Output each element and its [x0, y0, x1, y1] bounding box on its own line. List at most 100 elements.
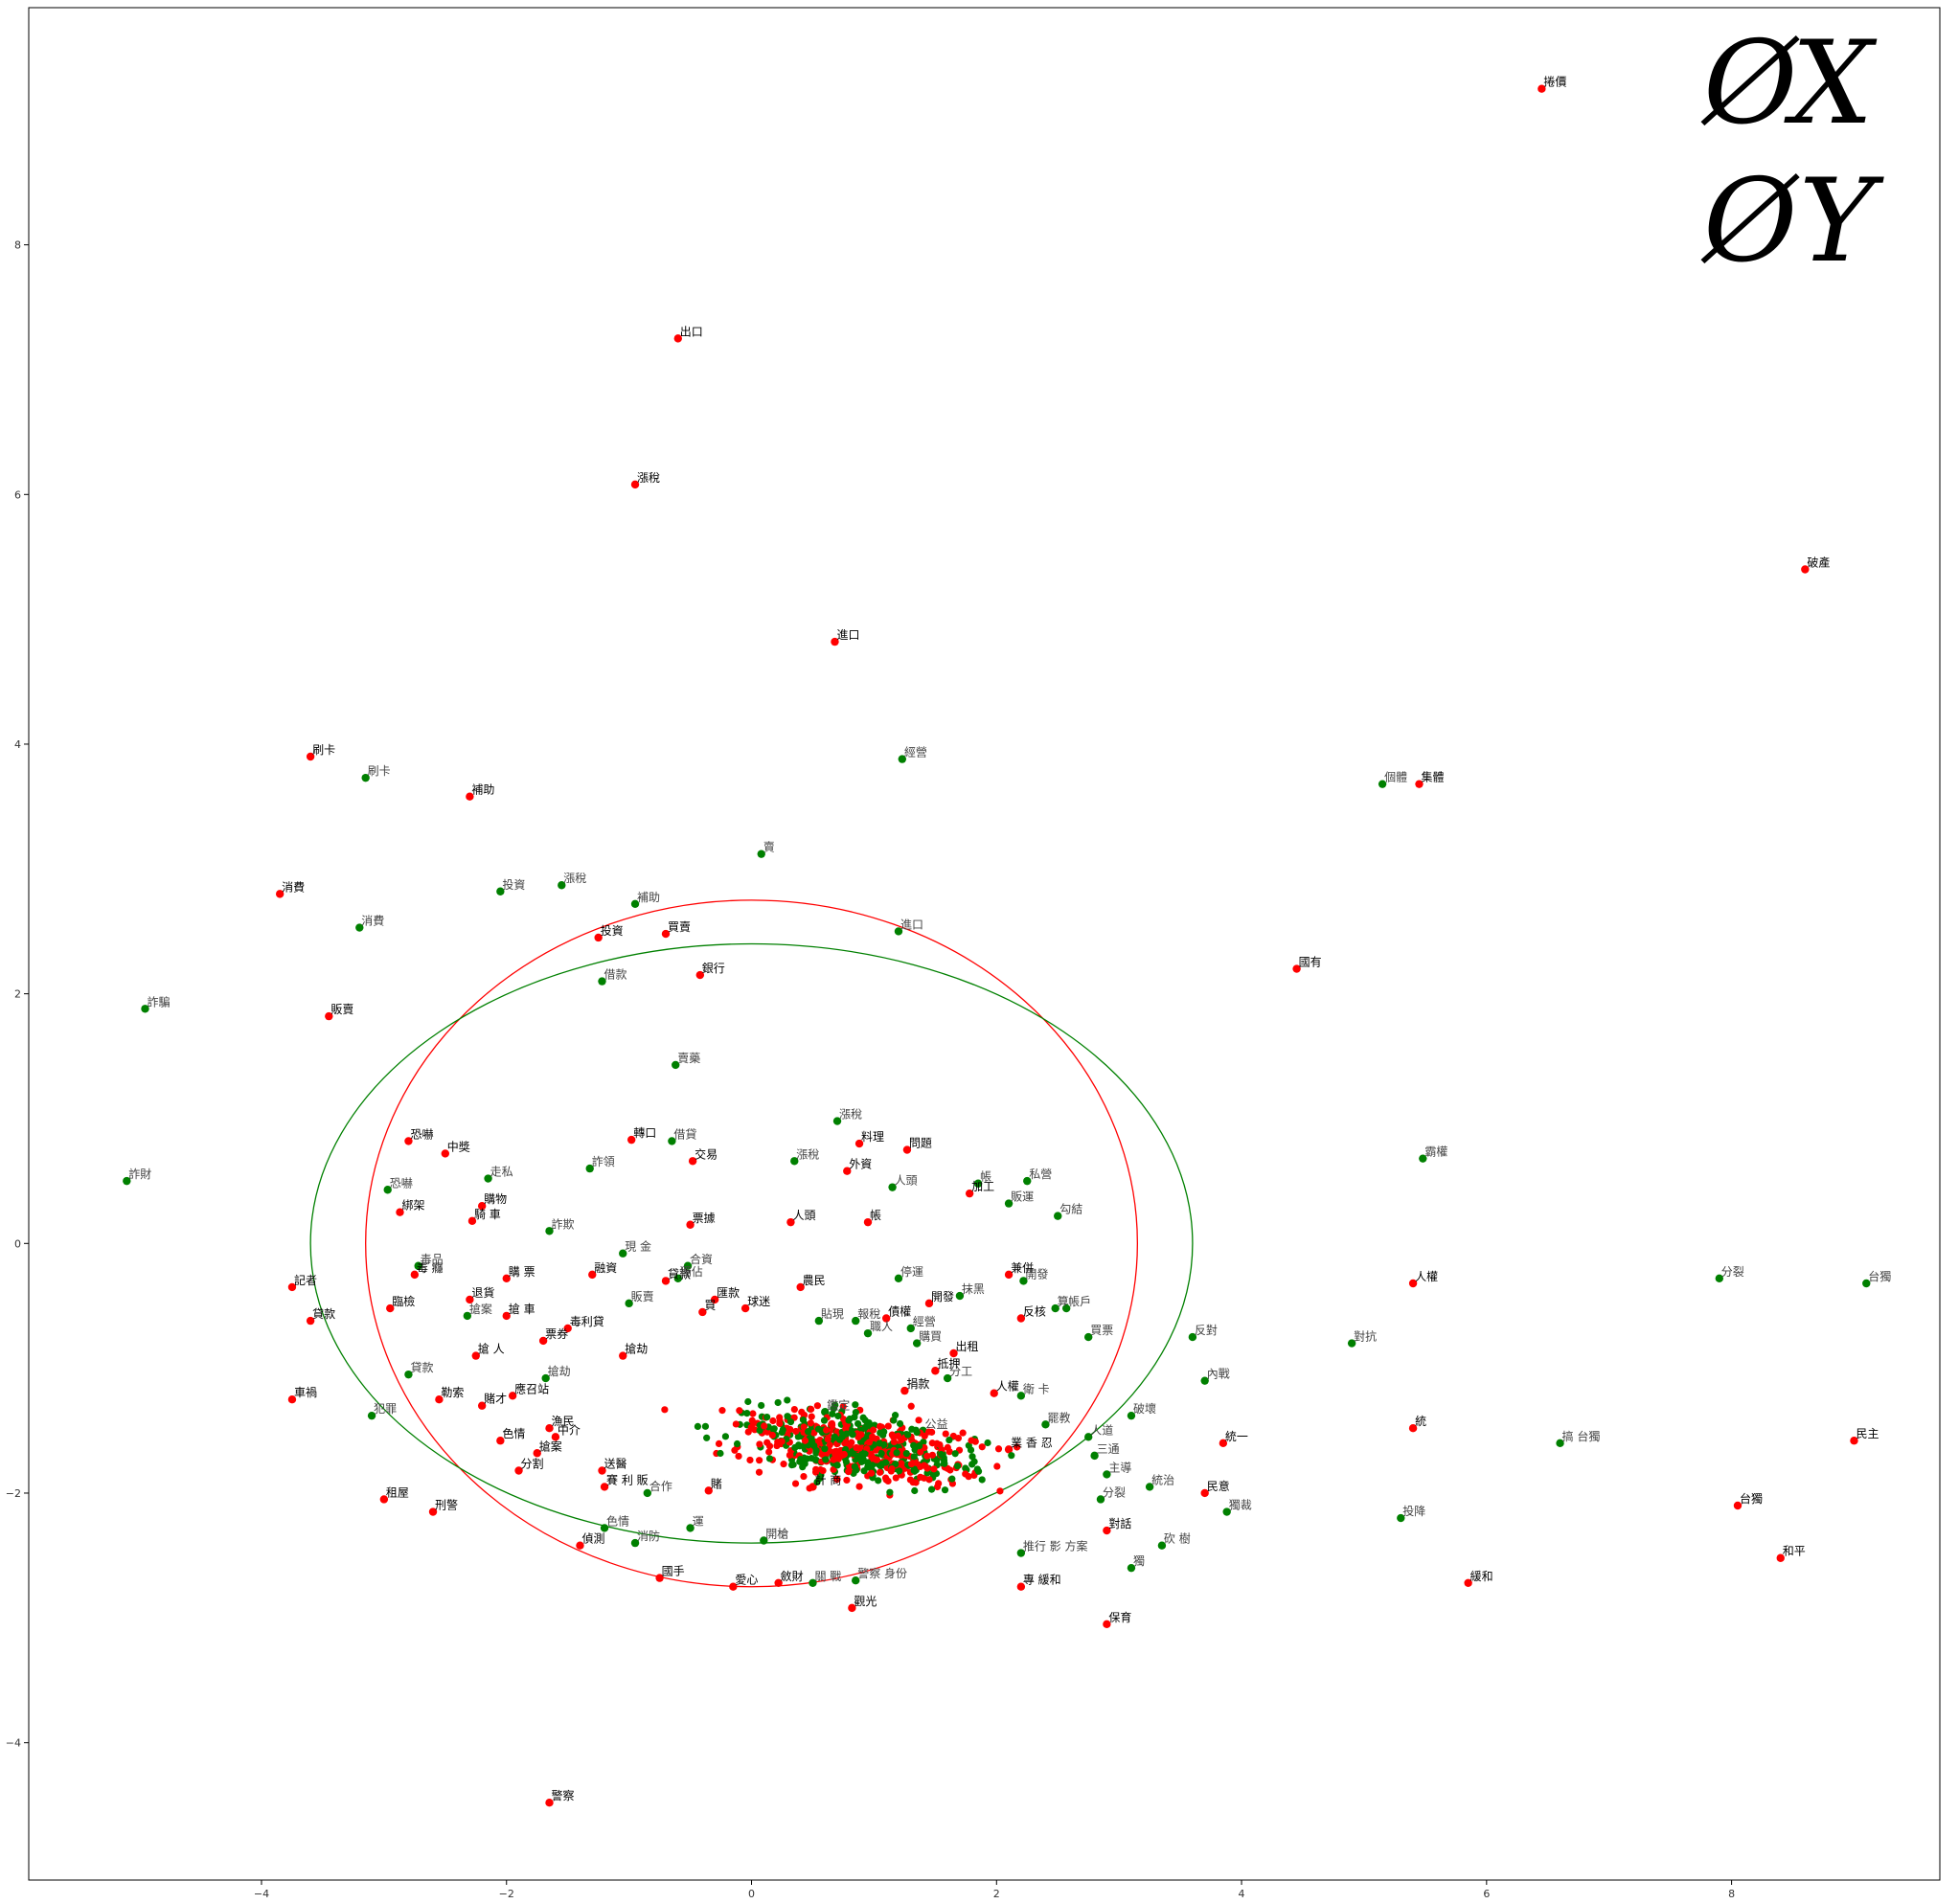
- axis-ticks: −4 −2 0 2 4 6 8 −4 −2 0 2 4 6 8: [6, 239, 1735, 1900]
- cloud-point: [886, 1488, 894, 1496]
- cloud-point: [951, 1450, 959, 1458]
- point-label: 對話: [1108, 1516, 1131, 1530]
- cloud-point: [910, 1453, 918, 1461]
- y-tick-label: 2: [14, 988, 21, 1001]
- data-point: [533, 1449, 541, 1458]
- data-point: [626, 1135, 636, 1145]
- data-point: [863, 1217, 873, 1227]
- data-point: [854, 1139, 864, 1148]
- cloud-point: [731, 1446, 739, 1454]
- point-label: 民意: [1207, 1479, 1230, 1493]
- cloud-point: [945, 1436, 953, 1444]
- data-point: [1054, 1212, 1062, 1220]
- point-label: 借款: [604, 968, 627, 982]
- data-point: [396, 1208, 404, 1216]
- point-label: 漁民: [552, 1415, 575, 1428]
- cloud-point: [945, 1448, 953, 1456]
- cloud-point: [747, 1423, 755, 1431]
- data-point: [630, 1538, 640, 1548]
- cloud-point: [832, 1475, 841, 1484]
- point-label: 毒利貸: [570, 1314, 604, 1328]
- data-point: [477, 1202, 487, 1211]
- point-label: 進口: [900, 918, 923, 931]
- cloud-point: [791, 1480, 800, 1487]
- data-point: [774, 1578, 783, 1588]
- data-point: [698, 1307, 707, 1317]
- x-tick-label: 4: [1239, 1888, 1245, 1900]
- point-label: 緩和: [1470, 1570, 1493, 1583]
- data-point: [1016, 1314, 1026, 1323]
- cloud-point: [881, 1459, 889, 1466]
- cloud-point: [907, 1402, 915, 1410]
- point-label: 投降: [1402, 1504, 1425, 1518]
- data-point: [894, 1274, 903, 1282]
- cloud-point: [890, 1438, 898, 1446]
- data-points: [123, 84, 1871, 1807]
- data-point: [435, 1395, 444, 1404]
- cloud-point: [800, 1423, 808, 1431]
- point-label: 關 戰: [814, 1570, 841, 1583]
- cloud-point: [784, 1413, 791, 1420]
- point-label: 進口: [836, 628, 859, 642]
- data-point: [688, 1157, 697, 1166]
- data-point: [902, 1145, 912, 1154]
- data-point: [1084, 1433, 1093, 1441]
- cloud-point: [721, 1433, 729, 1440]
- point-label: 鑑定: [827, 1397, 850, 1412]
- point-label: 合作: [649, 1479, 672, 1493]
- cloud-point: [867, 1469, 876, 1477]
- point-label: 統一: [1225, 1430, 1248, 1443]
- data-point: [441, 1149, 450, 1158]
- point-label: 對抗: [1354, 1329, 1377, 1344]
- data-point: [852, 1316, 860, 1326]
- data-point: [1378, 780, 1387, 788]
- cloud-point: [880, 1428, 888, 1436]
- data-point: [594, 933, 603, 942]
- data-point: [306, 1316, 315, 1326]
- point-label: 公益: [925, 1417, 948, 1431]
- cloud-point: [833, 1462, 841, 1469]
- data-point: [576, 1541, 584, 1550]
- point-label: 帳: [980, 1170, 991, 1184]
- point-label: 購買: [919, 1330, 942, 1344]
- cloud-point: [823, 1426, 831, 1434]
- point-label: 出口: [680, 325, 703, 338]
- data-point: [790, 1157, 799, 1166]
- cloud-point: [845, 1417, 853, 1424]
- point-label: 中介: [558, 1422, 581, 1437]
- cloud-point: [921, 1432, 928, 1439]
- data-point: [598, 977, 606, 986]
- point-label: 補助: [637, 891, 660, 904]
- legend: Ø X Ø Y: [1700, 17, 1884, 288]
- point-label: 融資: [594, 1261, 617, 1275]
- data-point: [821, 1408, 830, 1417]
- cloud-point: [993, 1462, 1001, 1470]
- point-label: 專 緩和: [1023, 1574, 1061, 1587]
- cloud-point: [834, 1452, 843, 1460]
- point-label: 三通: [1097, 1442, 1120, 1456]
- cloud-point: [804, 1428, 812, 1436]
- data-point: [1004, 1199, 1014, 1208]
- point-label: 集體: [1421, 770, 1444, 784]
- cloud-point: [756, 1457, 763, 1464]
- cloud-point: [868, 1462, 877, 1469]
- ellipse-red: [365, 899, 1139, 1588]
- cloud-point: [861, 1417, 869, 1424]
- cloud-point: [776, 1419, 784, 1427]
- cloud-point: [756, 1440, 763, 1448]
- data-point: [558, 881, 566, 890]
- data-point: [600, 1483, 609, 1491]
- point-label: 內戰: [1207, 1368, 1230, 1381]
- cloud-point: [888, 1431, 896, 1439]
- cloud-point: [902, 1449, 910, 1458]
- cloud-point: [768, 1431, 776, 1439]
- cloud-point: [978, 1443, 986, 1451]
- cloud-point: [717, 1449, 724, 1458]
- data-point: [466, 1295, 474, 1304]
- point-label: 恐嚇: [390, 1176, 413, 1190]
- data-point: [655, 1574, 664, 1582]
- cloud-point: [910, 1441, 918, 1449]
- y-tick-label: 6: [14, 488, 21, 501]
- data-point: [467, 1216, 477, 1226]
- data-point: [1556, 1439, 1564, 1448]
